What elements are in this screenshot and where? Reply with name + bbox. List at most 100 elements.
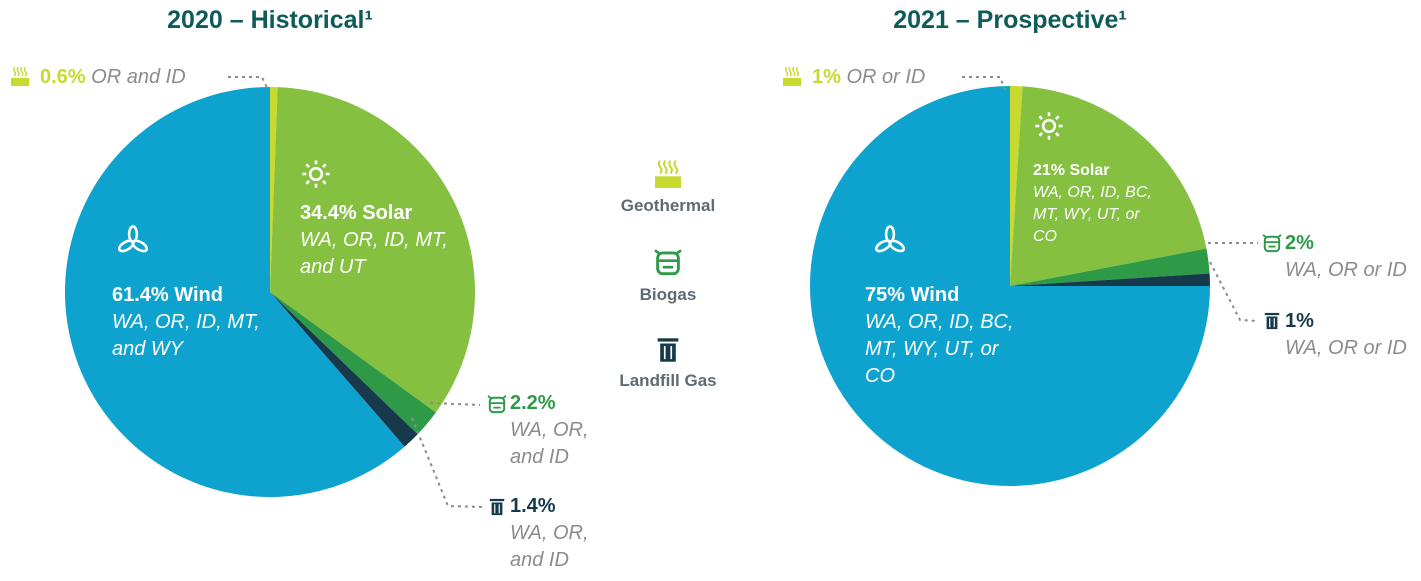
icon-part [1038, 115, 1044, 121]
pie-slice [1010, 273, 1210, 286]
leader-line [1209, 261, 1259, 322]
icon-part [11, 77, 29, 86]
icon-part [321, 163, 327, 169]
label-head: 21% Solar [1033, 160, 1153, 182]
value-label: 2% [1285, 232, 1314, 254]
value-label: 1% [1285, 310, 1314, 332]
icon [489, 498, 505, 516]
region-row: WA, OR, and ID [510, 417, 605, 471]
slice-label: 34.4% Solar WA, OR, ID, MT, and UT [300, 200, 465, 281]
icon-part [657, 159, 663, 175]
pie-slice [270, 292, 418, 447]
icon-part [488, 396, 506, 414]
category-label: Solar [362, 202, 413, 224]
legend-entry: Biogas [639, 285, 697, 304]
region-row: WA, OR or ID [1285, 257, 1421, 284]
icon-part [308, 166, 324, 182]
label-head: 0.6% [40, 66, 86, 88]
label-head: 2% [1285, 230, 1421, 257]
icon-part [117, 239, 135, 253]
leader-line [962, 76, 1006, 91]
icon-part [1266, 316, 1278, 330]
value-label: 61.4% [112, 284, 169, 306]
slice-label: 1% WA, OR or ID [1285, 308, 1421, 362]
pie-slice [270, 292, 436, 435]
icon-part [23, 66, 28, 77]
icon [487, 395, 507, 414]
region-row: WA, OR, ID, BC, MT, WY, UT, or CO [865, 309, 1025, 390]
leader-line [429, 402, 481, 406]
region-label: WA, OR or ID [1285, 337, 1407, 359]
slice-label: 2.2% WA, OR, and ID [510, 390, 605, 471]
value-label: 75% [865, 284, 906, 306]
label-head: 75% Wind [865, 282, 1025, 309]
icon [657, 338, 679, 362]
region-label: WA, OR, ID, MT, and UT [300, 229, 448, 278]
slice-label: 21% Solar WA, OR, ID, BC, MT, WY, UT, or … [1033, 160, 1153, 248]
icon-part [1263, 235, 1281, 253]
slice-label: 75% Wind WA, OR, ID, BC, MT, WY, UT, or C… [865, 282, 1025, 390]
icon [117, 225, 149, 253]
icon-part [20, 66, 24, 77]
icon-part [657, 338, 679, 342]
icon [302, 160, 330, 188]
value-label: 1.4% [510, 495, 556, 517]
icon [1035, 112, 1063, 140]
icon-part [663, 159, 668, 175]
value-label: 0.6% [40, 66, 86, 88]
region-label: WA, OR, ID, MT, and WY [112, 311, 260, 360]
region-row: WA, OR, ID, BC, MT, WY, UT, or CO [1033, 182, 1153, 248]
region-label: OR and ID [91, 66, 186, 88]
region-label: WA, OR, ID, BC, MT, WY, UT, or CO [865, 311, 1014, 387]
slice-label: 1% OR or ID [812, 64, 925, 91]
value-label: 21% [1033, 162, 1066, 179]
label-head: 34.4% Solar [300, 200, 465, 227]
leader-line [411, 417, 483, 508]
icon-part [783, 77, 801, 86]
value-label: 34.4% [300, 202, 357, 224]
slice-label: 0.6% OR and ID [40, 64, 186, 91]
pie-slice [270, 87, 278, 292]
pie-slice [810, 86, 1210, 486]
icon-part [494, 504, 500, 514]
icon-part [668, 159, 673, 175]
pie-slice [1010, 248, 1210, 286]
icon-part [792, 66, 796, 77]
icon-part [784, 66, 789, 77]
label-head: 2.2% [510, 390, 605, 417]
pie-slice [64, 87, 405, 498]
region-label: WA, OR or ID [1285, 259, 1407, 281]
label-head: 1% [1285, 308, 1421, 335]
icon-part [1054, 131, 1060, 137]
icon-part [489, 498, 505, 502]
icon-part [1041, 118, 1057, 134]
icon-part [12, 66, 17, 77]
pie-slice [270, 87, 475, 413]
slice-label: 61.4% Wind WA, OR, ID, MT, and WY [112, 282, 277, 363]
region-row: WA, OR, ID, MT, and WY [112, 309, 277, 363]
slice-label: 2% WA, OR or ID [1285, 230, 1421, 284]
category-label: Wind [910, 284, 960, 306]
icon-part [1054, 115, 1060, 121]
icon [874, 225, 906, 253]
region-row: WA, OR, and ID [510, 520, 605, 574]
icon-part [1038, 131, 1044, 137]
category-label: Solar [1069, 162, 1110, 179]
icon-part [1264, 312, 1280, 316]
icon-part [656, 251, 680, 276]
icon-part [1262, 234, 1282, 248]
icon-part [305, 163, 311, 169]
icon-part [795, 66, 800, 77]
icon-part [663, 346, 673, 360]
value-label: 2.2% [510, 392, 556, 414]
icon [783, 66, 801, 86]
icon-part [673, 159, 679, 175]
icon [654, 249, 682, 276]
icon [655, 159, 681, 188]
region-row: WA, OR, ID, MT, and UT [300, 227, 465, 281]
icon [11, 66, 29, 86]
chart-title: 2020 – Historical¹ [167, 6, 373, 34]
icon-part [660, 343, 676, 362]
value-label: 1% [812, 66, 841, 88]
icon-part [874, 239, 892, 253]
